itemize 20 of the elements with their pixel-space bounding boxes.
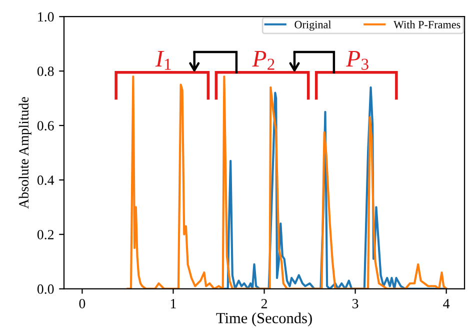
y-tick-label: 0.2 (37, 230, 54, 240)
line-series (221, 86, 448, 289)
annotation: P$_{3}$ (346, 50, 368, 70)
x-tick-label: 3 (352, 299, 358, 308)
x-axis-title: Time (Seconds) (216, 312, 312, 326)
x-tick-label: 2 (261, 299, 267, 308)
y-tick-label: 1.0 (38, 12, 54, 22)
x-tick-label: 4 (443, 299, 450, 308)
legend-label: With P-Frames (394, 20, 460, 28)
x-tick-label: 1 (170, 299, 176, 308)
legend-label: Original (294, 20, 332, 31)
x-tick-label: 0 (79, 298, 86, 308)
annotation: P$_{2}$ (252, 50, 274, 70)
y-tick-label: 0.6 (37, 121, 54, 131)
y-axis-title: Absolute Amplitude (18, 97, 32, 209)
y-tick-label: 0.4 (37, 176, 54, 185)
annotation: I$_{1}$ (155, 50, 171, 70)
y-tick-label: 0.0 (37, 284, 54, 294)
y-tick-label: 0.8 (37, 66, 54, 76)
line-series (126, 75, 448, 289)
